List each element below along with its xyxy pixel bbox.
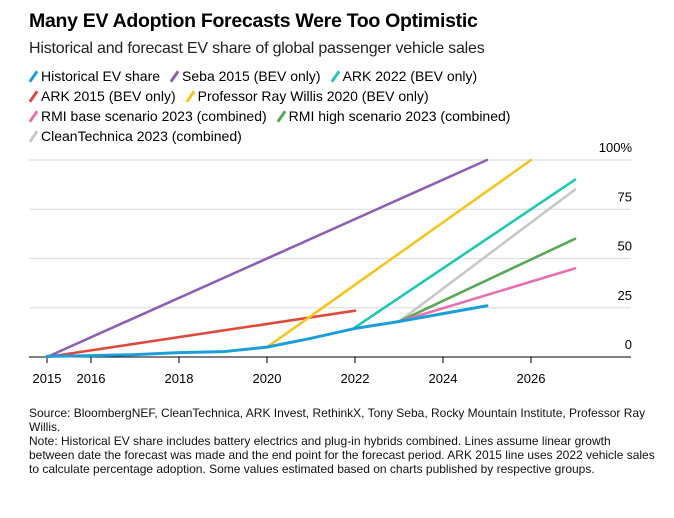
- x-tick-label: 2026: [517, 371, 546, 386]
- series-line-seba-2015-bev-only: [45, 158, 489, 359]
- legend-item: RMI high scenario 2023 (combined): [276, 106, 511, 126]
- legend: Historical EV share Seba 2015 (BEV only) A…: [28, 66, 649, 146]
- legend-item: CleanTechnica 2023 (combined): [28, 126, 242, 146]
- line-chart: 0 25 50 75 100% 2015 2016 2018 2020 2022 2024 2026: [29, 140, 633, 386]
- legend-item: Professor Ray Willis 2020 (BEV only): [185, 86, 429, 106]
- x-tick-label: 2024: [429, 371, 458, 386]
- series-line-historical-ev-share: [45, 304, 489, 358]
- legend-item: ARK 2022 (BEV only): [330, 66, 478, 86]
- legend-item: RMI base scenario 2023 (combined): [28, 106, 267, 126]
- legend-item: Historical EV share: [28, 66, 161, 86]
- legend-item: ARK 2015 (BEV only): [28, 86, 176, 106]
- x-tick-label: 2022: [341, 371, 370, 386]
- y-tick-label: 75: [618, 189, 632, 204]
- legend-label: RMI base scenario 2023 (combined): [41, 108, 267, 124]
- x-tick-label: 2018: [165, 371, 194, 386]
- legend-label: ARK 2015 (BEV only): [41, 88, 176, 104]
- series-line-rmi-base-scenario-2023-combined: [397, 267, 577, 323]
- x-tick-label: 2016: [77, 371, 106, 386]
- chart-subtitle: Historical and forecast EV share of glob…: [29, 40, 485, 57]
- series-line-rmi-high-scenario-2023-combined: [397, 237, 577, 323]
- series-line-professor-ray-willis-2020-bev-only: [265, 158, 533, 349]
- x-tick-label: 2020: [253, 371, 282, 386]
- y-tick-label: 25: [618, 288, 632, 303]
- legend-label: ARK 2022 (BEV only): [342, 68, 478, 84]
- y-tick-label: 0: [625, 337, 632, 352]
- methodology-note: Note: Historical EV share includes batte…: [29, 434, 655, 476]
- legend-label: CleanTechnica 2023 (combined): [41, 128, 242, 144]
- series-line-cleantechnica-2023-combined: [397, 188, 577, 323]
- legend-label: Seba 2015 (BEV only): [182, 68, 321, 84]
- legend-item: Seba 2015 (BEV only): [169, 66, 321, 86]
- chart-title: Many EV Adoption Forecasts Were Too Opti…: [29, 10, 478, 32]
- legend-label: RMI high scenario 2023 (combined): [288, 108, 511, 124]
- series-line-ark-2022-bev-only: [353, 178, 577, 329]
- footnotes: Source: BloombergNEF, CleanTechnica, ARK…: [29, 406, 659, 476]
- x-tick-label: 2015: [33, 371, 62, 386]
- legend-label: Historical EV share: [41, 68, 161, 84]
- y-tick-label: 100%: [599, 140, 633, 155]
- series-line-ark-2015-bev-only: [45, 309, 357, 359]
- legend-label: Professor Ray Willis 2020 (BEV only): [197, 88, 429, 104]
- source-note: Source: BloombergNEF, CleanTechnica, ARK…: [29, 406, 646, 434]
- y-tick-label: 50: [618, 239, 632, 254]
